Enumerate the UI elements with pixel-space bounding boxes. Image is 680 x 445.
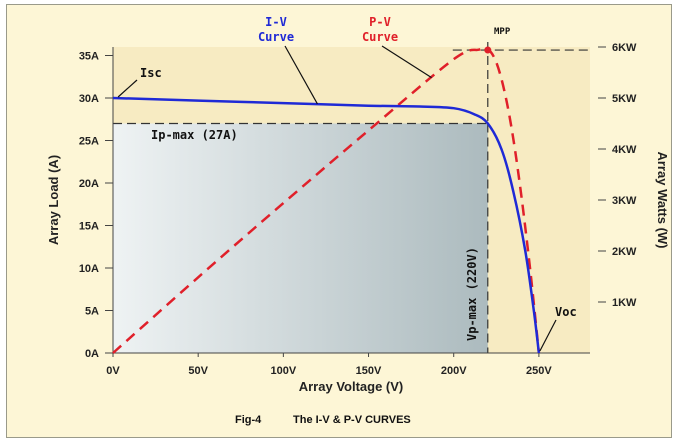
x-tick-label: 100V <box>271 365 297 377</box>
pv-curve-label-line2: Curve <box>362 30 398 44</box>
x-tick-label: 150V <box>356 365 382 377</box>
voc-label: Voc <box>555 305 577 319</box>
mpp-marker <box>484 46 492 54</box>
figure-caption-text: The I-V & P-V CURVES <box>293 414 411 426</box>
iv-curve-label-line2: Curve <box>258 30 294 44</box>
iv-curve-line <box>112 96 541 354</box>
y-tick-label: 10A <box>79 263 99 275</box>
y-tick-label: 5A <box>85 306 99 318</box>
x-tick-label: 250V <box>526 365 552 377</box>
y-axis-ticks: 0A 5A 10A 15A 20A 25A 30A 35A <box>79 51 113 360</box>
y-tick-label: 0A <box>85 348 99 360</box>
y2-axis-ticks: 1KW 2KW 3KW 4KW 5KW 6KW <box>598 42 637 309</box>
mpp-label: MPP <box>494 27 511 37</box>
figure-caption-number: Fig-4 <box>235 414 262 426</box>
y-tick-label: 35A <box>79 51 99 63</box>
y2-tick-label: 1KW <box>612 297 637 309</box>
y-tick-label: 25A <box>79 136 99 148</box>
y2-axis-title: Array Watts (W) <box>655 151 670 248</box>
y-tick-label: 15A <box>79 221 99 233</box>
voc-leader-line <box>539 319 557 352</box>
iv-label-leader-line <box>284 45 318 105</box>
x-axis-title: Array Voltage (V) <box>299 379 404 394</box>
y2-tick-label: 2KW <box>612 246 637 258</box>
y2-tick-label: 6KW <box>612 42 637 54</box>
pv-curve-line <box>112 46 541 354</box>
y-tick-label: 30A <box>79 93 99 105</box>
pv-curve-label-line1: P-V <box>369 15 391 29</box>
y2-tick-label: 5KW <box>612 93 637 105</box>
ip-max-label: Ip-max (27A) <box>151 128 238 142</box>
iv-curve-label-line1: I-V <box>265 15 287 29</box>
y-tick-label: 20A <box>79 178 99 190</box>
x-axis-ticks: 0V 50V 100V 150V 200V 250V <box>106 353 552 377</box>
vp-max-label: Vp-max (220V) <box>465 247 479 341</box>
pv-label-leader-line <box>381 45 432 79</box>
max-power-region <box>113 123 488 353</box>
y2-tick-label: 3KW <box>612 195 637 207</box>
x-tick-label: 50V <box>188 365 208 377</box>
y-axis-title: Array Load (A) <box>46 155 61 245</box>
x-tick-label: 0V <box>106 365 120 377</box>
isc-label: Isc <box>140 66 162 80</box>
isc-leader-line <box>117 79 138 98</box>
x-tick-label: 200V <box>441 365 467 377</box>
y2-tick-label: 4KW <box>612 144 637 156</box>
